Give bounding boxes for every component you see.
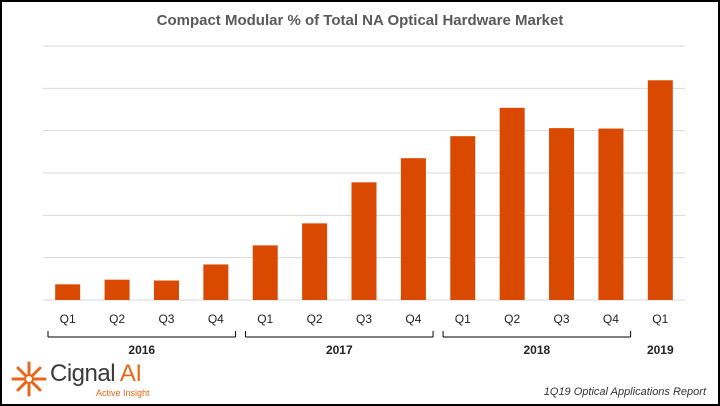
- x-tick-label: Q1: [455, 312, 471, 326]
- x-tick-label: Q4: [208, 312, 224, 326]
- x-tick-label: Q3: [554, 312, 570, 326]
- report-caption: 1Q19 Optical Applications Report: [543, 386, 706, 398]
- bar: [104, 279, 130, 300]
- bar: [598, 128, 624, 300]
- bar: [647, 80, 673, 300]
- bar: [203, 264, 229, 300]
- bar: [55, 284, 81, 300]
- x-tick-label: Q4: [405, 312, 421, 326]
- year-label: 2019: [647, 343, 674, 357]
- cignal-ai-logo: Cignal AI Active Insight: [10, 360, 180, 400]
- bar: [400, 158, 426, 300]
- logo-name-part2: AI: [119, 360, 142, 387]
- sunburst-icon: [11, 361, 47, 397]
- logo-name-part1: Cignal: [50, 360, 116, 387]
- logo-wordmark: Cignal AI: [50, 360, 142, 388]
- bar: [302, 223, 328, 300]
- bar: [351, 182, 377, 300]
- bar: [153, 280, 179, 300]
- year-label: 2018: [523, 343, 550, 357]
- x-tick-label: Q2: [307, 312, 323, 326]
- bar: [450, 136, 476, 300]
- bar: [499, 107, 525, 300]
- year-label: 2016: [128, 343, 155, 357]
- x-tick-label: Q4: [603, 312, 619, 326]
- year-label: 2017: [326, 343, 353, 357]
- logo-tagline: Active Insight: [96, 388, 150, 398]
- chart-title: Compact Modular % of Total NA Optical Ha…: [156, 12, 564, 29]
- x-tick-label: Q1: [257, 312, 273, 326]
- x-tick-label: Q1: [652, 312, 668, 326]
- x-tick-label: Q2: [109, 312, 125, 326]
- x-tick-label: Q1: [60, 312, 76, 326]
- bar: [549, 128, 575, 300]
- bar: [252, 245, 278, 300]
- x-tick-label: Q3: [356, 312, 372, 326]
- x-tick-label: Q3: [158, 312, 174, 326]
- x-tick-label: Q2: [504, 312, 520, 326]
